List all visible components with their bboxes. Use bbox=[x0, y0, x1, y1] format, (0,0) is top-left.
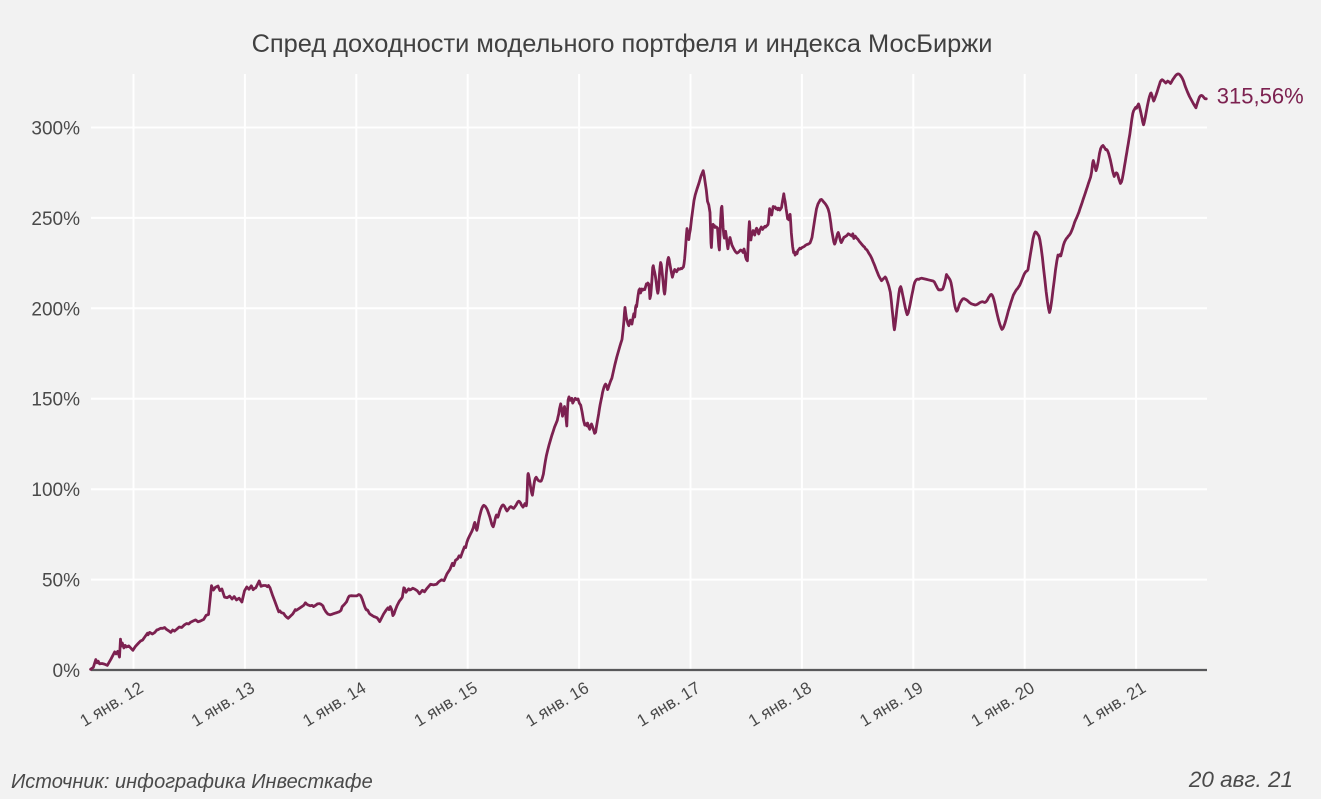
svg-text:200%: 200% bbox=[31, 299, 80, 320]
svg-text:300%: 300% bbox=[31, 119, 80, 140]
svg-text:50%: 50% bbox=[42, 571, 80, 592]
svg-text:20 авг. 21: 20 авг. 21 bbox=[1188, 767, 1293, 792]
svg-text:150%: 150% bbox=[31, 390, 80, 411]
svg-text:Источник: инфографика Инвестка: Источник: инфографика Инвесткафе bbox=[11, 771, 373, 793]
svg-text:0%: 0% bbox=[53, 661, 81, 682]
svg-text:250%: 250% bbox=[31, 209, 80, 230]
svg-text:100%: 100% bbox=[31, 480, 80, 501]
svg-text:315,56%: 315,56% bbox=[1217, 83, 1304, 108]
svg-text:Спред доходности модельного по: Спред доходности модельного портфеля и и… bbox=[252, 30, 993, 58]
